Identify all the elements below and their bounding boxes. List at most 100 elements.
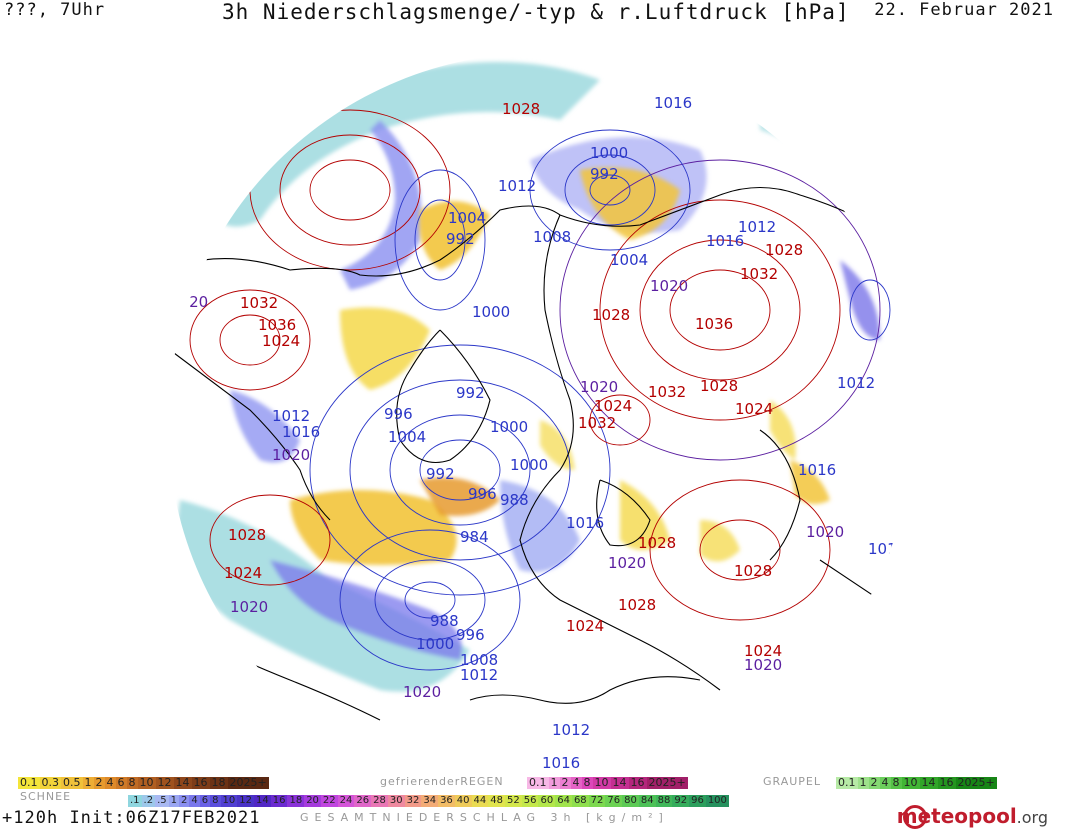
total-precip-swatch: 14: [253, 795, 271, 807]
isobar-label: 1016: [654, 94, 692, 112]
freezing-rain-swatch: 4: [570, 776, 582, 789]
legend: 0.1 0.3 0.5 1 2 4 6 8 10 12 14 16 18 2025+ SCHNEE gef…: [0, 772, 1080, 833]
isobar-label: 1008: [533, 228, 571, 246]
isobar-label: 1024: [348, 66, 386, 84]
isobars: [189, 109, 891, 671]
isobar-label: 1008: [460, 651, 498, 669]
graupel-swatch: 4: [879, 776, 891, 789]
total-precip-swatch: 6: [199, 795, 211, 807]
total-precip-swatch: 10: [220, 795, 238, 807]
total-precip-swatch: 30: [387, 795, 405, 807]
isobar-label: 1024: [566, 617, 604, 635]
graupel-swatch: 14: [919, 776, 938, 789]
isobar-label: 996: [456, 626, 485, 644]
valid-date: 22. Februar 2021: [874, 0, 1054, 20]
total-precip-swatch: 24: [337, 795, 355, 807]
snow-swatch: 8: [126, 776, 138, 789]
chart-title: 3h Niederschlagsmenge/-typ & r.Luftdruck…: [222, 0, 850, 24]
isobar-label: 1004: [448, 209, 486, 227]
isobar-label: 1016: [868, 540, 906, 558]
snow-scale: 0.1 0.3 0.5 1 2 4 6 8 10 12 14 16 18 2025+: [18, 777, 269, 789]
isobar-label: 1016: [798, 461, 836, 479]
isobar-label: 992: [456, 384, 485, 402]
snow-swatch: 10: [137, 776, 156, 789]
freezing-rain-swatch: 14: [610, 776, 629, 789]
brand-name: meteopool: [896, 804, 1017, 828]
brand-tld: .org: [1016, 808, 1048, 827]
freezing-rain-swatch: 1: [548, 776, 560, 789]
total-precip-swatch: 12: [237, 795, 254, 807]
snow-swatch: 4: [104, 776, 116, 789]
total-precip-swatch: 76: [605, 795, 623, 807]
graupel-swatch: 2025+: [955, 776, 997, 789]
total-precip-swatch: 4: [189, 795, 200, 807]
run-label: ???, 7Uhr: [4, 0, 106, 20]
isobar-label: 1036: [695, 315, 733, 333]
snow-label: SCHNEE: [20, 790, 72, 803]
total-precip-swatch: 92: [672, 795, 690, 807]
total-precip-swatch: 84: [638, 795, 656, 807]
isobar-label: 1012: [272, 407, 310, 425]
isobar-label: 992: [446, 230, 475, 248]
total-precip-swatch: 72: [588, 795, 606, 807]
isobar-label: 1020: [806, 523, 844, 541]
graupel-swatch: 0.1: [836, 776, 858, 789]
graupel-swatch: 1: [857, 776, 869, 789]
isobar-label: 1016: [706, 232, 744, 250]
snow-swatch: 14: [173, 776, 192, 789]
total-precip-swatch: 2: [179, 795, 190, 807]
total-precip-swatch: 80: [622, 795, 639, 807]
isobar-label: 988: [500, 491, 529, 509]
total-precip-swatch: 32: [404, 795, 422, 807]
total-precip-swatch: 20: [304, 795, 321, 807]
isobar-label: 1000: [590, 144, 628, 162]
snow-swatch: 0.3: [39, 776, 61, 789]
total-precip-swatch: 8: [210, 795, 221, 807]
isobar-label: 1012: [738, 218, 776, 236]
isobar-label: 996: [384, 405, 413, 423]
isobar-label: 1020: [272, 446, 310, 464]
total-precip-swatch: 34: [421, 795, 439, 807]
isobar-label: 992: [590, 165, 619, 183]
total-precip-swatch: 1: [168, 795, 180, 807]
graupel-scale: 0.1 1 2 4 8 10 14 16 2025+: [836, 777, 997, 789]
isobar-label: 992: [426, 465, 455, 483]
snow-swatch: 6: [115, 776, 127, 789]
isobar-label: 1004: [610, 251, 648, 269]
brand[interactable]: meteopool.org: [897, 804, 1048, 828]
isobar-label: 1020: [744, 656, 782, 674]
isobar-label: 1036: [258, 316, 296, 334]
freezing-rain-label: gefrierenderREGEN: [380, 775, 504, 788]
isobar-label: 996: [468, 485, 497, 503]
isobar-label: 1000: [490, 418, 528, 436]
isobar-label: 1032: [578, 414, 616, 432]
isobar-label: 1020: [650, 277, 688, 295]
isobar-label: 1000: [416, 635, 454, 653]
total-precip-swatch: 22: [320, 795, 338, 807]
graupel-swatch: 10: [901, 776, 920, 789]
snow-swatch: 16: [191, 776, 210, 789]
init-time: Init:06Z17FEB2021: [69, 808, 261, 828]
forecast-info: +120h Init:06Z17FEB2021: [2, 808, 260, 828]
isobar-label: 1024: [224, 564, 262, 582]
total-precip-swatch: 56: [521, 795, 539, 807]
isobar-label: 1012: [460, 666, 498, 684]
snow-swatch: 18: [209, 776, 228, 789]
freezing-rain-swatch: 8: [581, 776, 593, 789]
total-precip-swatch: 18: [287, 795, 305, 807]
total-precip-swatch: 48: [488, 795, 505, 807]
total-precip-swatch: 16: [270, 795, 288, 807]
graupel-swatch: 8: [890, 776, 902, 789]
isobar-label: 1012: [552, 721, 590, 739]
total-precip-swatch: 96: [689, 795, 706, 807]
freezing-rain-swatch: 2: [559, 776, 571, 789]
total-precip-swatch: .2: [141, 795, 156, 807]
isobar-label: 1032: [740, 265, 778, 283]
freezing-rain-swatch: 16: [628, 776, 647, 789]
isobar-label: 1028: [765, 241, 803, 259]
total-precip-swatch: 28: [371, 795, 388, 807]
isobar-label: 1028: [638, 534, 676, 552]
isobar-label: 1016: [566, 514, 604, 532]
snow-swatch: 2: [93, 776, 105, 789]
